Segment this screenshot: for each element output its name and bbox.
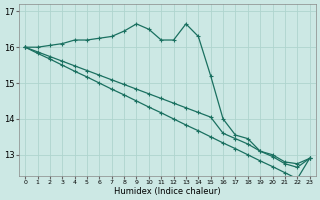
X-axis label: Humidex (Indice chaleur): Humidex (Indice chaleur) xyxy=(114,187,221,196)
